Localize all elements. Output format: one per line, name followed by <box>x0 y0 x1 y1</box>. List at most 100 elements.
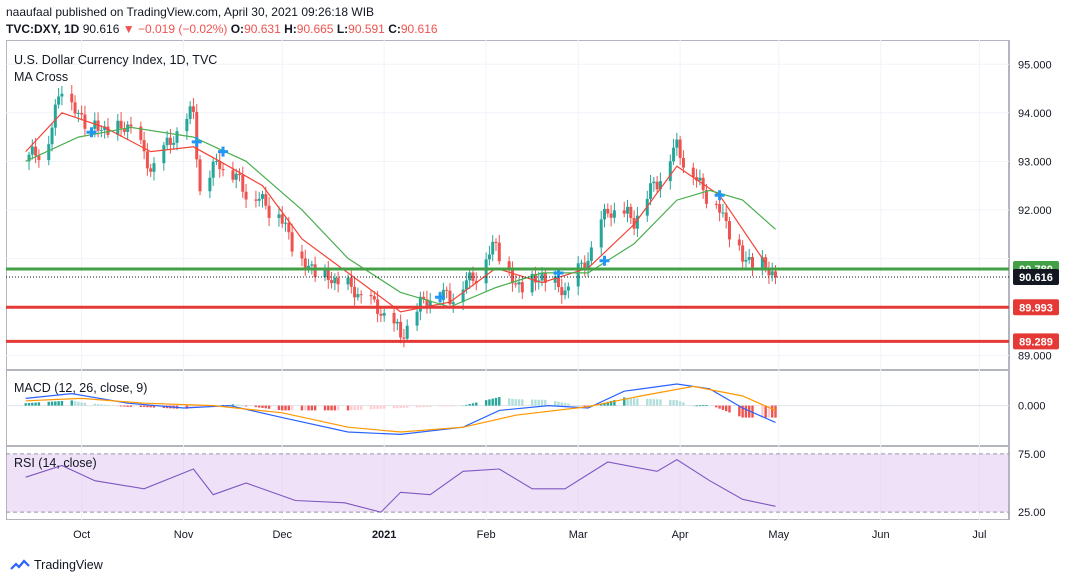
high-value: 90.665 <box>296 22 334 36</box>
candle-body <box>162 145 166 164</box>
macd-histogram-bar <box>701 405 705 406</box>
candle-body <box>76 112 80 114</box>
macd-histogram-bar <box>678 401 682 406</box>
brand-text: TradingView <box>34 558 103 572</box>
macd-histogram-bar <box>514 399 517 406</box>
candle-body <box>520 282 524 293</box>
candle-body <box>93 120 97 129</box>
macd-histogram-bar <box>544 399 547 406</box>
ma-cross-marker <box>191 136 202 147</box>
macd-histogram-bar <box>93 403 96 406</box>
candle-body <box>333 277 337 284</box>
macd-histogram-bar <box>100 404 103 406</box>
macd-histogram-bar <box>461 405 465 407</box>
macd-histogram-bar <box>27 402 31 406</box>
candle-body <box>50 127 54 145</box>
macd-histogram-bar <box>106 404 110 406</box>
candle-body <box>188 106 192 119</box>
macd-histogram-bar <box>152 405 156 408</box>
macd-histogram-bar <box>491 398 494 406</box>
level-tag <box>1013 299 1059 316</box>
candle-body <box>191 106 195 112</box>
candle-body <box>372 296 376 300</box>
candle-body <box>83 114 87 129</box>
candle-body <box>675 139 679 148</box>
macd-histogram-bar <box>60 400 64 406</box>
change-text: −0.019 (−0.02%) <box>137 22 228 36</box>
macd-histogram-bar <box>96 404 100 406</box>
tradingview-logo-icon <box>10 559 30 570</box>
candle-body <box>737 239 741 246</box>
candle-body <box>257 198 261 201</box>
macd-histogram-bar <box>327 405 330 411</box>
candle-body <box>484 259 488 284</box>
candle-body <box>517 282 521 285</box>
macd-histogram-bar <box>724 405 728 412</box>
macd-histogram-bar <box>530 399 534 406</box>
macd-histogram-bar <box>534 399 537 406</box>
macd-histogram-bar <box>281 405 284 411</box>
tradingview-logo[interactable]: TradingView <box>10 558 103 572</box>
macd-histogram-bar <box>425 405 429 407</box>
candle-body <box>672 147 676 162</box>
macd-histogram-bar <box>353 405 356 411</box>
macd-histogram-bar <box>149 405 152 408</box>
candle-body <box>530 273 534 293</box>
time-axis-tick: Feb <box>477 529 496 541</box>
candle-body <box>556 276 560 288</box>
price-pane[interactable] <box>6 40 1009 370</box>
candle-body <box>698 177 702 181</box>
candle-body <box>405 325 409 339</box>
candle-body <box>214 160 218 162</box>
candle-body <box>106 126 110 135</box>
close-label: C: <box>388 22 401 36</box>
candle-body <box>287 222 291 233</box>
candle-body <box>241 175 245 192</box>
candle-body <box>234 173 238 180</box>
macd-histogram-bar <box>264 405 267 409</box>
candle-body <box>652 181 656 184</box>
candle-body <box>336 277 340 285</box>
macd-histogram-bar <box>419 405 422 408</box>
candle-body <box>741 245 745 262</box>
candle-body <box>566 286 570 291</box>
candle-body <box>218 160 222 170</box>
open-label: O: <box>230 22 245 36</box>
candle-body <box>724 212 728 222</box>
macd-histogram-bar <box>649 399 652 406</box>
ma-cross-marker <box>714 190 725 201</box>
candle-body <box>721 212 725 214</box>
macd-pane[interactable] <box>6 370 1009 446</box>
rsi-line <box>25 459 776 513</box>
candle-body <box>471 272 475 281</box>
macd-histogram-bar <box>323 405 327 411</box>
candle-body <box>139 126 143 141</box>
candle-body <box>441 289 445 301</box>
macd-histogram-bar <box>675 400 679 406</box>
candle-body <box>277 214 281 218</box>
time-axis-tick: Nov <box>174 529 194 541</box>
macd-histogram-bar <box>103 404 106 406</box>
ma-cross-marker <box>599 255 610 266</box>
candle-body <box>747 257 751 260</box>
time-axis-tick: Apr <box>672 529 689 541</box>
candle-body <box>510 269 514 284</box>
ma-cross-marker <box>218 146 229 157</box>
macd-histogram-bar <box>471 403 475 406</box>
candle-body <box>507 261 511 270</box>
macd-histogram-bar <box>267 405 271 409</box>
macd-histogram-bar <box>626 397 629 406</box>
macd-histogram-bar <box>580 405 583 407</box>
candle-body <box>606 208 610 214</box>
candle-body <box>695 177 699 181</box>
candle-body <box>330 280 334 284</box>
time-axis-tick: May <box>768 529 789 541</box>
macd-histogram-bar <box>369 405 373 410</box>
macd-histogram-bar <box>54 401 57 406</box>
macd-histogram-bar <box>142 405 146 408</box>
macd-histogram-bar <box>771 405 774 418</box>
macd-histogram-bar <box>741 405 744 418</box>
macd-histogram-bar <box>682 402 685 406</box>
rsi-pane[interactable] <box>6 446 1009 520</box>
